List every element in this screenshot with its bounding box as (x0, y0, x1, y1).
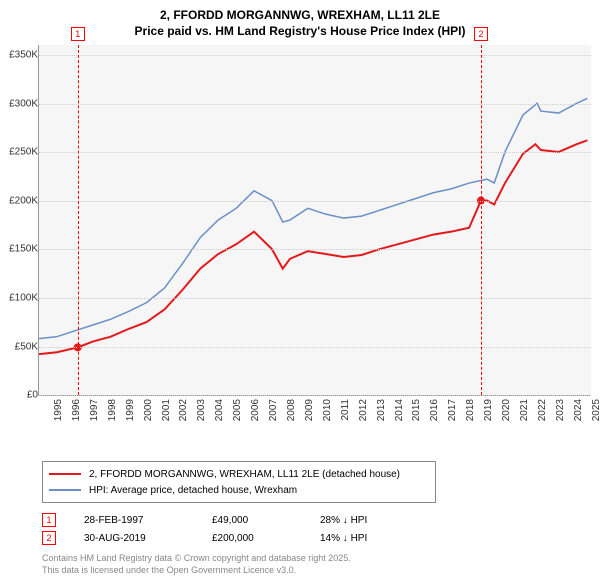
sale-delta: 28% ↓ HPI (320, 515, 367, 526)
plot-area: 12 (38, 45, 591, 396)
x-tick-label: 2005 (232, 399, 243, 421)
legend-label-hpi: HPI: Average price, detached house, Wrex… (89, 485, 297, 496)
x-tick-label: 2012 (358, 399, 369, 421)
y-tick-label: £200K (0, 195, 38, 206)
footer: Contains HM Land Registry data © Crown c… (42, 553, 600, 576)
grid-line (39, 201, 591, 202)
chart-container: 2, FFORDD MORGANNWG, WREXHAM, LL11 2LE P… (0, 0, 600, 560)
x-tick-label: 2011 (340, 399, 351, 421)
x-tick-label: 2016 (429, 399, 440, 421)
x-tick-label: 1997 (89, 399, 100, 421)
sale-marker-box: 1 (71, 27, 85, 41)
x-tick-label: 2021 (519, 399, 530, 421)
x-tick-label: 2007 (268, 399, 279, 421)
x-tick-label: 2013 (376, 399, 387, 421)
x-tick-label: 2014 (394, 399, 405, 421)
footer-line-1: Contains HM Land Registry data © Crown c… (42, 553, 600, 565)
title-line-1: 2, FFORDD MORGANNWG, WREXHAM, LL11 2LE (0, 8, 600, 24)
x-tick-label: 2017 (447, 399, 458, 421)
x-tick-label: 2000 (143, 399, 154, 421)
sales-table: 1 28-FEB-1997 £49,000 28% ↓ HPI 2 30-AUG-2019… (42, 511, 600, 547)
x-tick-label: 2010 (322, 399, 333, 421)
footer-line-2: This data is licensed under the Open Gov… (42, 565, 600, 577)
sale-delta: 14% ↓ HPI (320, 533, 367, 544)
y-tick-label: £100K (0, 292, 38, 303)
grid-line (39, 152, 591, 153)
sale-vline (78, 45, 79, 395)
sale-marker-box: 2 (474, 27, 488, 41)
sale-vline (481, 45, 482, 395)
x-tick-label: 2024 (573, 399, 584, 421)
x-tick-label: 2008 (286, 399, 297, 421)
x-tick-label: 2002 (179, 399, 190, 421)
x-tick-label: 2023 (555, 399, 566, 421)
x-tick-label: 2006 (250, 399, 261, 421)
sale-date: 28-FEB-1997 (84, 515, 184, 526)
legend-label-price-paid: 2, FFORDD MORGANNWG, WREXHAM, LL11 2LE (… (89, 469, 400, 480)
x-tick-label: 2020 (501, 399, 512, 421)
sale-row: 1 28-FEB-1997 £49,000 28% ↓ HPI (42, 511, 600, 529)
legend-item-hpi: HPI: Average price, detached house, Wrex… (49, 482, 429, 498)
y-tick-label: £0 (0, 390, 38, 401)
x-tick-label: 2009 (304, 399, 315, 421)
legend: 2, FFORDD MORGANNWG, WREXHAM, LL11 2LE (… (42, 461, 436, 503)
x-tick-label: 2003 (197, 399, 208, 421)
x-tick-label: 2025 (591, 399, 600, 421)
x-tick-label: 2019 (483, 399, 494, 421)
sale-date: 30-AUG-2019 (84, 533, 184, 544)
y-tick-label: £300K (0, 98, 38, 109)
series-line-hpi (39, 99, 587, 339)
series-svg (39, 45, 591, 395)
sale-idx-box: 2 (42, 531, 56, 545)
chart-area: 12 £0£50K£100K£150K£200K£250K£300K£350K1… (38, 45, 598, 425)
grid-line (39, 249, 591, 250)
grid-line (39, 104, 591, 105)
y-tick-label: £250K (0, 147, 38, 158)
grid-line (39, 55, 591, 56)
sale-price: £49,000 (212, 515, 292, 526)
title-line-2: Price paid vs. HM Land Registry's House … (0, 24, 600, 40)
legend-swatch-price-paid (49, 473, 81, 475)
x-tick-label: 2001 (161, 399, 172, 421)
series-line-price_paid (39, 140, 587, 354)
x-tick-label: 2018 (465, 399, 476, 421)
chart-title: 2, FFORDD MORGANNWG, WREXHAM, LL11 2LE P… (0, 0, 600, 39)
x-tick-label: 1996 (71, 399, 82, 421)
sale-row: 2 30-AUG-2019 £200,000 14% ↓ HPI (42, 529, 600, 547)
legend-swatch-hpi (49, 489, 81, 491)
x-tick-label: 1998 (107, 399, 118, 421)
x-tick-label: 1995 (53, 399, 64, 421)
y-tick-label: £350K (0, 49, 38, 60)
y-tick-label: £150K (0, 244, 38, 255)
sale-price: £200,000 (212, 533, 292, 544)
x-tick-label: 2022 (537, 399, 548, 421)
x-tick-label: 2004 (214, 399, 225, 421)
x-tick-label: 1999 (125, 399, 136, 421)
grid-line (39, 298, 591, 299)
y-tick-label: £50K (0, 341, 38, 352)
grid-line (39, 395, 591, 396)
x-tick-label: 2015 (412, 399, 423, 421)
sale-idx-box: 1 (42, 513, 56, 527)
grid-line (39, 347, 591, 348)
legend-item-price-paid: 2, FFORDD MORGANNWG, WREXHAM, LL11 2LE (… (49, 466, 429, 482)
